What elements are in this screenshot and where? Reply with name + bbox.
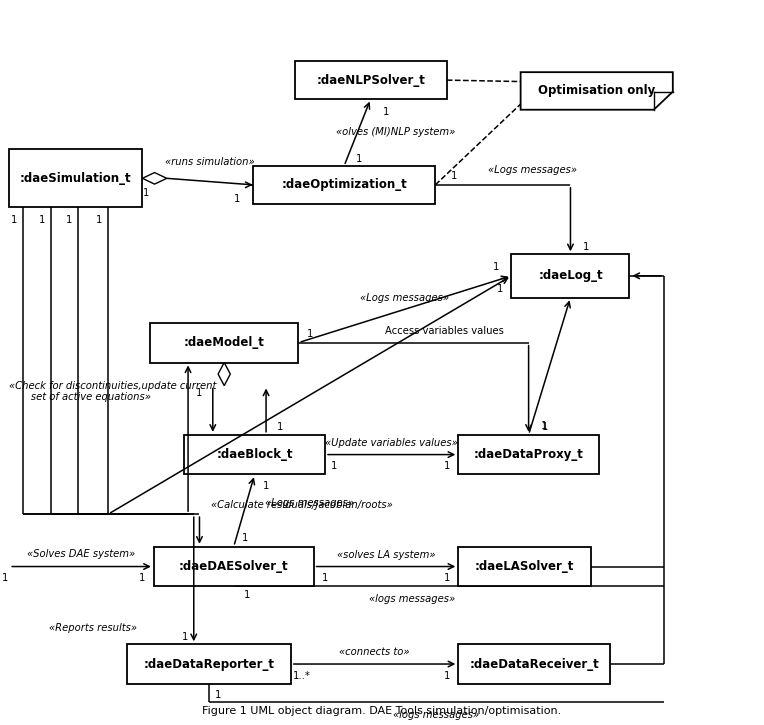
FancyBboxPatch shape	[458, 547, 591, 587]
FancyBboxPatch shape	[184, 435, 325, 474]
Text: 1: 1	[306, 329, 313, 339]
FancyBboxPatch shape	[150, 323, 299, 362]
Text: 1: 1	[356, 154, 362, 164]
Text: Access variables values: Access variables values	[384, 326, 503, 336]
FancyBboxPatch shape	[253, 166, 435, 204]
Text: :daeDataProxy_t: :daeDataProxy_t	[474, 448, 584, 461]
Text: :daeDAESolver_t: :daeDAESolver_t	[179, 560, 289, 573]
Text: 1: 1	[322, 573, 329, 583]
Text: 1: 1	[139, 573, 146, 583]
Text: :daeBlock_t: :daeBlock_t	[216, 448, 293, 461]
Text: :daeOptimization_t: :daeOptimization_t	[281, 178, 407, 191]
Text: «connects to»: «connects to»	[339, 647, 410, 658]
FancyBboxPatch shape	[458, 435, 599, 474]
Text: 1: 1	[383, 107, 389, 117]
Text: 1: 1	[235, 194, 241, 204]
Text: 1: 1	[542, 423, 549, 433]
Text: :daeLASolver_t: :daeLASolver_t	[475, 560, 575, 573]
Text: 1: 1	[66, 215, 72, 225]
FancyBboxPatch shape	[511, 254, 630, 297]
Text: 1: 1	[331, 461, 338, 471]
Polygon shape	[142, 173, 167, 184]
Text: 1: 1	[196, 388, 202, 398]
Text: :daeModel_t: :daeModel_t	[184, 336, 264, 349]
Text: 1: 1	[444, 573, 450, 583]
Text: 1: 1	[582, 242, 589, 252]
Text: 1: 1	[444, 461, 450, 471]
Text: «Check for discontinuities,update current
       set of active equations»: «Check for discontinuities,update curren…	[9, 381, 217, 402]
Text: «logs messages»: «logs messages»	[370, 594, 455, 605]
Text: 1: 1	[242, 533, 248, 543]
Text: 1: 1	[11, 215, 17, 225]
Text: «runs simulation»: «runs simulation»	[165, 157, 254, 167]
Text: :daeNLPSolver_t: :daeNLPSolver_t	[316, 74, 425, 86]
Text: 1: 1	[39, 215, 45, 225]
Text: «Logs messages»: «Logs messages»	[488, 165, 577, 175]
Text: 1: 1	[215, 689, 222, 700]
Text: :daeSimulation_t: :daeSimulation_t	[20, 172, 131, 185]
Text: 1: 1	[541, 421, 547, 431]
Text: :daeDataReporter_t: :daeDataReporter_t	[144, 658, 274, 671]
Text: «olves (MI)NLP system»: «olves (MI)NLP system»	[336, 128, 455, 138]
Text: 1: 1	[444, 671, 450, 681]
Text: :daeDataReceiver_t: :daeDataReceiver_t	[469, 658, 599, 671]
Text: 1: 1	[452, 171, 458, 181]
Text: 1: 1	[244, 590, 251, 600]
FancyBboxPatch shape	[154, 547, 314, 587]
Text: «Logs messages»: «Logs messages»	[265, 497, 354, 507]
Text: «Calculate residuals/Jacobian/roots»: «Calculate residuals/Jacobian/roots»	[212, 500, 393, 510]
FancyBboxPatch shape	[9, 149, 142, 207]
Text: Optimisation only: Optimisation only	[538, 84, 656, 97]
Text: 1..*: 1..*	[293, 671, 311, 681]
Text: 1: 1	[143, 188, 150, 198]
Text: 1: 1	[493, 262, 500, 272]
Polygon shape	[218, 362, 230, 386]
Text: «Reports results»: «Reports results»	[49, 624, 137, 633]
FancyBboxPatch shape	[295, 62, 447, 99]
Text: «Logs messages»: «Logs messages»	[361, 293, 449, 302]
Text: «Update variables values»: «Update variables values»	[325, 438, 458, 448]
FancyBboxPatch shape	[127, 645, 291, 684]
Text: 1: 1	[96, 215, 102, 225]
Text: 1: 1	[277, 423, 283, 433]
Polygon shape	[520, 72, 673, 109]
Text: «Solves DAE system»: «Solves DAE system»	[28, 549, 135, 558]
Text: 1: 1	[263, 481, 269, 491]
FancyBboxPatch shape	[458, 645, 610, 684]
Text: «logs messages»: «logs messages»	[393, 710, 479, 720]
Text: «solves LA system»: «solves LA system»	[337, 550, 435, 560]
Text: 1: 1	[2, 573, 8, 583]
Text: :daeLog_t: :daeLog_t	[538, 269, 603, 282]
Text: Figure 1 UML object diagram. DAE Tools simulation/optimisation.: Figure 1 UML object diagram. DAE Tools s…	[202, 706, 562, 716]
Text: 1: 1	[497, 283, 503, 294]
Text: 1: 1	[181, 632, 188, 642]
